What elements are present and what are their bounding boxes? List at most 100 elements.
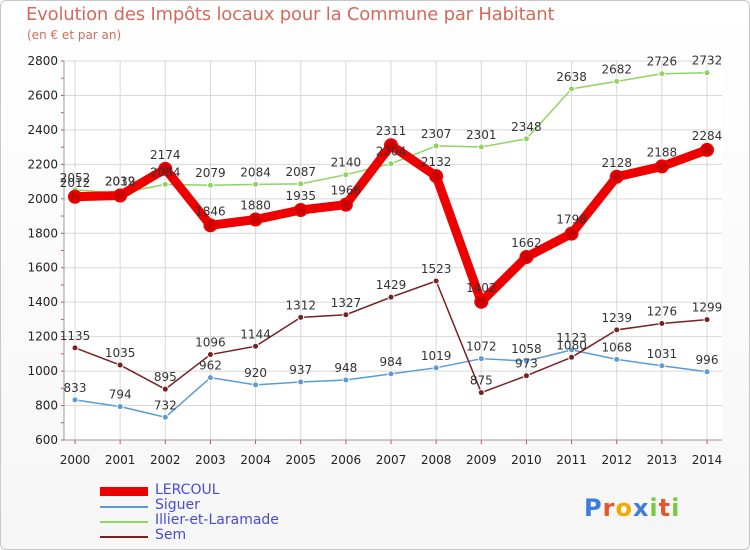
- data-point-3: [71, 344, 79, 352]
- data-label-3: 1523: [421, 262, 452, 276]
- data-label-1: 1031: [647, 347, 678, 361]
- data-point-1: [658, 362, 666, 370]
- x-tick-label: 2011: [556, 453, 587, 467]
- data-label-0: 2311: [376, 124, 407, 138]
- x-tick-label: 2005: [285, 453, 316, 467]
- data-label-1: 794: [109, 388, 132, 402]
- data-point-1: [161, 413, 169, 421]
- data-label-2: 2726: [647, 55, 678, 69]
- x-tick-label: 2001: [105, 453, 136, 467]
- data-point-0: [203, 218, 218, 233]
- x-tick-label: 2007: [376, 453, 407, 467]
- data-point-3: [568, 353, 576, 361]
- data-label-0: 1662: [511, 236, 542, 250]
- y-tick-label: 2800: [27, 54, 58, 68]
- logo-letter: i: [649, 494, 659, 522]
- data-label-1: 1072: [466, 340, 497, 354]
- data-label-2: 2079: [195, 166, 226, 180]
- y-tick-label: 2600: [27, 88, 58, 102]
- x-tick-label: 2004: [240, 453, 271, 467]
- data-label-2: 2301: [466, 128, 497, 142]
- legend-swatch-illier: [100, 521, 148, 523]
- data-label-3: 1299: [692, 301, 723, 315]
- data-label-2: 2087: [285, 165, 316, 179]
- data-label-1: 1019: [421, 349, 452, 363]
- data-point-2: [477, 143, 485, 151]
- data-label-0: 2174: [150, 148, 181, 162]
- data-label-0: 2284: [692, 129, 723, 143]
- data-point-0: [700, 142, 714, 157]
- data-point-3: [161, 385, 169, 393]
- y-tick-label: 1800: [27, 226, 58, 240]
- data-point-1: [71, 396, 79, 404]
- legend-label-illier: Illier-et-Laramade: [155, 512, 279, 528]
- data-label-2: 2732: [692, 54, 723, 68]
- x-tick-label: 2003: [195, 453, 226, 467]
- data-label-1: 1068: [601, 340, 632, 354]
- legend-label-siguer: Siguer: [155, 497, 200, 513]
- data-label-3: 973: [515, 357, 538, 371]
- data-point-1: [342, 376, 350, 384]
- data-label-1: 996: [696, 353, 719, 367]
- x-tick-label: 2009: [466, 453, 497, 467]
- data-point-3: [703, 316, 711, 324]
- data-label-0: 1935: [285, 189, 316, 203]
- data-point-1: [297, 378, 305, 386]
- chart-subtitle: (en € et par an): [27, 28, 122, 42]
- data-point-3: [387, 293, 395, 301]
- data-label-3: 1239: [601, 311, 632, 325]
- logo-letter: o: [615, 494, 633, 522]
- data-point-1: [432, 364, 440, 372]
- data-point-2: [206, 181, 214, 189]
- x-tick-label: 2014: [692, 453, 723, 467]
- data-point-0: [293, 203, 308, 218]
- logo-letter: r: [602, 494, 616, 522]
- data-label-3: 1035: [105, 346, 136, 360]
- data-label-2: 2307: [421, 127, 452, 141]
- legend-swatch-sem: [100, 536, 148, 538]
- x-tick-label: 2008: [421, 453, 452, 467]
- y-tick-label: 2200: [27, 157, 58, 171]
- x-tick-label: 2010: [511, 453, 542, 467]
- data-label-2: 2204: [376, 145, 407, 159]
- data-point-0: [113, 188, 128, 203]
- data-label-3: 1096: [195, 336, 226, 350]
- data-label-0: 2012: [60, 176, 91, 190]
- data-label-3: 1327: [331, 296, 362, 310]
- y-tick-label: 1200: [27, 330, 58, 344]
- data-label-1: 937: [289, 363, 312, 377]
- data-label-0: 2132: [421, 155, 452, 169]
- data-point-2: [432, 142, 440, 150]
- data-label-2: 2084: [240, 165, 271, 179]
- legend-swatch-siguer: [100, 506, 148, 508]
- data-point-0: [384, 138, 398, 153]
- y-tick-label: 2000: [27, 192, 58, 206]
- data-point-1: [252, 381, 260, 389]
- data-label-1: 962: [199, 359, 222, 373]
- data-label-2: 2032: [105, 174, 136, 188]
- data-label-3: 1080: [556, 338, 587, 352]
- data-point-0: [564, 226, 579, 241]
- data-label-2: 2084: [150, 165, 181, 179]
- chart-title: Evolution des Impôts locaux pour la Comm…: [26, 4, 555, 25]
- data-label-3: 1429: [376, 278, 407, 292]
- y-tick-label: 1400: [27, 295, 58, 309]
- data-label-1: 1123: [556, 331, 587, 345]
- legend-label-sem: Sem: [155, 527, 187, 543]
- data-label-3: 1276: [647, 305, 678, 319]
- data-point-2: [387, 160, 395, 168]
- data-point-3: [522, 372, 530, 380]
- x-tick-label: 2012: [601, 453, 632, 467]
- data-point-2: [658, 70, 666, 78]
- y-tick-label: 1000: [27, 364, 58, 378]
- data-point-1: [206, 374, 214, 382]
- data-label-3: 1135: [60, 329, 91, 343]
- legend-label-lercoul: LERCOUL: [155, 482, 220, 498]
- data-label-0: 1966: [331, 184, 362, 198]
- data-point-0: [158, 161, 173, 176]
- data-point-2: [342, 171, 350, 179]
- data-point-2: [252, 180, 260, 188]
- data-point-1: [522, 357, 530, 365]
- data-label-0: 2188: [647, 145, 678, 159]
- data-label-1: 984: [380, 355, 403, 369]
